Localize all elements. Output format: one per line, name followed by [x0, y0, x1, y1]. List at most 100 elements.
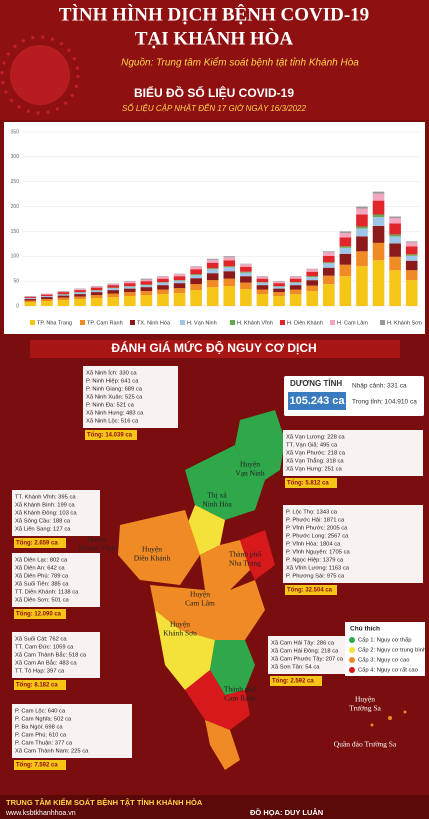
commune-row: TT. Tô Hạp: 397 ca: [15, 669, 65, 675]
bar-segment: [173, 293, 186, 306]
bar-segment: [90, 295, 103, 299]
commune-row: P. Cam Phú: 610 ca: [15, 733, 67, 739]
bar-segment: [140, 285, 153, 288]
commune-row: Xã Ninh Xuân: 525 ca: [86, 395, 143, 401]
bar-segment: [339, 264, 352, 277]
bar-segment: [90, 298, 103, 306]
district-box: [83, 366, 178, 428]
bar-segment: [206, 287, 219, 306]
district-box: [12, 632, 100, 678]
bar-segment: [273, 296, 285, 306]
commune-row: Xã Suối Tiên: 385 ca: [15, 582, 69, 588]
y-tick-label: 100: [11, 254, 20, 260]
bar-segment: [339, 231, 352, 233]
commune-row: Xã Ninh Lộc: 516 ca: [86, 419, 139, 425]
bar-segment: [405, 241, 418, 243]
commune-row: Xã Cam An Bắc: 483 ca: [15, 660, 77, 667]
commune-row: Xã Liên Sang: 127 ca: [15, 527, 71, 533]
commune-row: TT. Vạn Giã: 495 ca: [286, 443, 338, 449]
map-region: [118, 510, 200, 585]
bar-segment: [223, 256, 236, 258]
map-label: Trường Sa: [349, 704, 381, 713]
bar-segment: [322, 284, 335, 306]
commune-row: Xã Khánh Bình: 199 ca: [15, 503, 75, 509]
district-total: Tổng: 32.504 ca: [287, 587, 333, 594]
commune-row: Xã Cam Hải Tây: 286 ca: [271, 641, 335, 647]
map-region: [210, 640, 255, 695]
bar-segment: [405, 280, 418, 306]
map-label: Huyện: [170, 620, 190, 629]
title: TẠI KHÁNH HÒA: [135, 27, 294, 49]
y-tick-label: 350: [11, 129, 20, 135]
map-region: [200, 540, 250, 590]
bar-segment: [240, 266, 252, 272]
bar-segment: [273, 286, 285, 289]
bar-segment: [140, 281, 153, 285]
bar-segment: [273, 281, 285, 284]
bar-segment: [306, 291, 319, 306]
bar-segment: [206, 258, 219, 260]
legend-dot: [349, 657, 355, 663]
bar-segment: [173, 280, 186, 284]
y-tick-label: 150: [11, 229, 20, 235]
map-region: [185, 445, 265, 520]
bar-segment: [240, 264, 252, 267]
chart-title: BIỂU ĐỒ SỐ LIỆU COVID-19: [134, 85, 294, 100]
bar-segment: [41, 301, 53, 306]
commune-row: Xã Vạn Phước: 218 ca: [286, 451, 346, 457]
bar-segment: [405, 242, 418, 247]
commune-row: P. Phước Hải: 1871 ca: [286, 518, 345, 524]
bar-segment: [107, 288, 120, 291]
map-label: Huyện: [240, 460, 260, 469]
bar-segment: [223, 266, 236, 268]
map-region: [235, 410, 285, 480]
y-tick-label: 250: [11, 179, 20, 185]
commune-row: P. Ngọc Hiệp: 1379 ca: [286, 558, 344, 564]
y-tick-label: 200: [11, 204, 20, 210]
bar-segment: [356, 206, 368, 209]
bar-segment: [74, 290, 86, 293]
bar-segment: [107, 290, 120, 294]
footer-credit: ĐỒ HỌA: DUY LUÂN: [250, 807, 323, 817]
map-label: Thành phố: [229, 550, 262, 559]
map-label: Cam Ranh: [224, 694, 256, 703]
bar-segment: [405, 260, 418, 271]
bar-segment: [240, 289, 252, 306]
y-tick-label: 300: [11, 154, 20, 160]
bar-segment: [356, 208, 368, 215]
bar-segment: [74, 299, 86, 306]
bar-segment: [223, 260, 236, 267]
bar-segment: [24, 297, 37, 299]
bar-segment: [372, 225, 385, 243]
bar-segment: [223, 257, 236, 261]
bar-segment: [41, 297, 53, 300]
bar-segment: [190, 274, 202, 276]
map-label: Cam Lâm: [185, 599, 215, 608]
bar-segment: [140, 279, 153, 282]
district-total: Tổng: 2.592 ca: [272, 678, 314, 685]
bar-segment: [289, 289, 302, 295]
district-total: Tổng: 8.182 ca: [16, 682, 58, 689]
legend-swatch: [180, 320, 185, 325]
commune-row: Xã Diên Phú: 789 ca: [15, 574, 69, 580]
bar-segment: [256, 294, 269, 306]
bar-segment: [41, 299, 53, 302]
commune-row: P. Vĩnh Hòa: 1804 ca: [286, 542, 341, 548]
commune-row: Xã Vạn Hưng: 251 ca: [286, 467, 343, 473]
map-label: Diên Khánh: [134, 554, 171, 563]
island: [388, 716, 392, 720]
section-title: ĐÁNH GIÁ MỨC ĐỘ NGUY CƠ DỊCH: [111, 340, 316, 355]
positive-total: 105.243 ca: [289, 395, 345, 407]
legend-swatch: [130, 320, 135, 325]
bar-segment: [372, 191, 385, 194]
bar-segment: [90, 287, 103, 291]
commune-row: P. Phương Sài: 975 ca: [286, 574, 345, 580]
bar-segment: [240, 271, 252, 273]
bar-segment: [157, 289, 169, 295]
legend-label: H. Khánh Vĩnh: [237, 320, 273, 326]
district-total: Tổng: 14.039 ca: [87, 432, 133, 439]
district-total: Tổng: 5.812 ca: [287, 480, 329, 487]
bar-segment: [190, 284, 202, 291]
commune-row: TT. Khánh Vĩnh: 395 ca: [15, 495, 76, 501]
bar-segment: [356, 236, 368, 252]
